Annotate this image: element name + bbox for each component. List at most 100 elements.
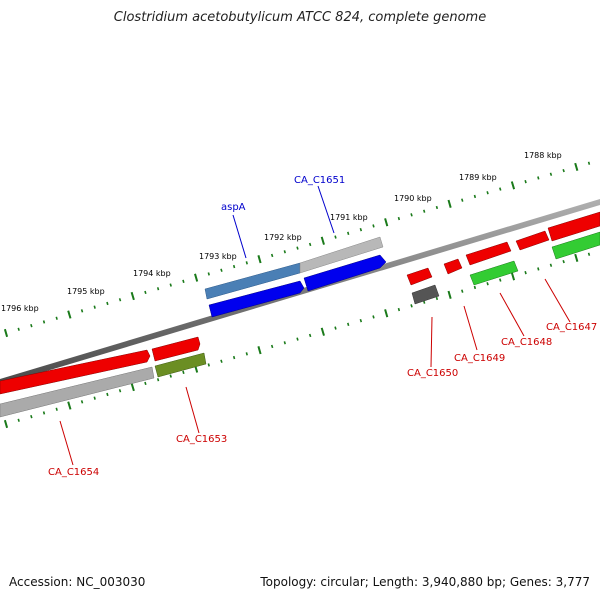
minor-tick: [562, 259, 565, 264]
gene-ca-c1650-bar[interactable]: [411, 284, 440, 305]
major-tick: [384, 218, 389, 227]
minor-tick: [397, 307, 401, 312]
minor-tick: [308, 242, 312, 247]
minor-tick: [308, 333, 312, 338]
minor-tick: [207, 272, 210, 276]
tick-label-1792: 1792 kbp: [264, 233, 302, 242]
major-tick: [67, 401, 72, 410]
major-tick: [447, 290, 452, 299]
gene-label-ca-c1653[interactable]: CA_C1653: [176, 434, 227, 445]
tick-label-1788: 1788 kbp: [524, 151, 562, 160]
minor-tick: [169, 283, 172, 287]
gene-label-ca-c1650[interactable]: CA_C1650: [407, 368, 458, 379]
minor-tick: [220, 359, 223, 363]
topology-text: Topology: circular; Length: 3,940,880 bp…: [260, 575, 590, 589]
callout-aspA: [232, 214, 247, 259]
gene-ca-c1653-cds[interactable]: [151, 336, 201, 362]
minor-tick: [182, 279, 185, 284]
gene-ca-c1647-cds[interactable]: [547, 211, 600, 242]
minor-tick: [55, 407, 58, 411]
major-tick: [574, 253, 579, 262]
minor-tick: [270, 253, 274, 258]
minor-tick: [537, 176, 540, 180]
major-tick: [257, 255, 262, 264]
major-tick: [320, 327, 325, 336]
minor-tick: [334, 326, 337, 330]
major-tick: [447, 199, 452, 208]
minor-tick: [435, 205, 439, 210]
gene-ca-c1647-green[interactable]: [551, 231, 600, 260]
major-tick: [3, 419, 9, 429]
minor-tick: [499, 187, 502, 191]
callout-ca-c1647: [544, 278, 571, 323]
minor-tick: [461, 198, 464, 202]
minor-tick: [207, 363, 210, 367]
minor-tick: [372, 224, 375, 228]
tick-label-1791: 1791 kbp: [330, 213, 368, 222]
gene-label-ca-c1651[interactable]: CA_C1651: [294, 175, 345, 186]
map-title: Clostridium acetobutylicum ATCC 824, com…: [113, 10, 487, 25]
minor-tick: [232, 355, 236, 360]
minor-tick: [359, 227, 363, 232]
accession-text: Accession: NC_003030: [9, 575, 146, 589]
tick-label-1794: 1794 kbp: [133, 269, 171, 278]
major-tick: [130, 382, 135, 392]
gene-ca-c1654-cds[interactable]: [0, 349, 151, 395]
minor-tick: [245, 352, 248, 356]
minor-tick: [80, 309, 84, 313]
minor-tick: [410, 304, 413, 308]
minor-tick: [55, 316, 58, 320]
gene-ca-c1648-cds[interactable]: [465, 241, 512, 266]
gene-ca-c1654-bar[interactable]: [0, 366, 155, 418]
minor-tick: [473, 194, 477, 199]
gene-label-ca-c1654[interactable]: CA_C1654: [48, 467, 99, 478]
major-tick: [384, 309, 389, 318]
minor-tick: [245, 261, 248, 265]
major-tick: [320, 236, 325, 245]
minor-tick: [524, 270, 527, 275]
gene-label-aspA[interactable]: aspA: [221, 202, 246, 213]
callout-ca-c1649: [463, 305, 478, 351]
minor-tick: [182, 370, 185, 375]
minor-tick: [461, 289, 464, 293]
gene-label-ca-c1649[interactable]: CA_C1649: [454, 353, 505, 364]
gene-label-ca-c1647[interactable]: CA_C1647: [546, 322, 597, 333]
minor-tick: [118, 389, 122, 393]
major-tick: [574, 162, 579, 171]
minor-tick: [537, 267, 540, 271]
tick-label-1789: 1789 kbp: [459, 173, 497, 182]
minor-tick: [347, 231, 350, 236]
minor-tick: [30, 323, 33, 328]
minor-tick: [486, 282, 489, 286]
minor-tick: [397, 216, 401, 221]
callout-ca-c1651: [317, 185, 335, 234]
minor-tick: [486, 191, 489, 195]
callout-ca-c1650: [430, 316, 433, 368]
minor-tick: [106, 301, 109, 306]
gene-ca-c1651-cds[interactable]: [303, 254, 387, 292]
major-tick: [257, 346, 262, 355]
minor-tick: [93, 396, 96, 400]
tick-label-1795: 1795 kbp: [67, 287, 105, 296]
minor-tick: [549, 263, 553, 267]
gene-ca-c1653-bar[interactable]: [154, 352, 207, 378]
gene-ca-c1650-cds[interactable]: [406, 267, 433, 286]
gene-ca-c1647a-cds[interactable]: [515, 230, 550, 251]
minor-tick: [435, 296, 439, 301]
gene-ca-c1649-cds[interactable]: [443, 258, 463, 275]
minor-tick: [347, 322, 350, 327]
gene-label-ca-c1648[interactable]: CA_C1648: [501, 337, 552, 348]
minor-tick: [359, 318, 363, 323]
minor-tick: [473, 285, 477, 290]
minor-tick: [17, 418, 20, 422]
callout-ca-c1653: [185, 386, 200, 434]
minor-tick: [296, 246, 299, 250]
gene-ca-c1651-bar[interactable]: [299, 236, 384, 274]
gene-ca-c1648-green[interactable]: [469, 260, 519, 286]
minor-tick: [30, 414, 33, 419]
minor-tick: [80, 400, 84, 404]
minor-tick: [106, 392, 109, 397]
minor-tick: [524, 179, 527, 184]
gene-aspA-cds[interactable]: [208, 280, 305, 318]
